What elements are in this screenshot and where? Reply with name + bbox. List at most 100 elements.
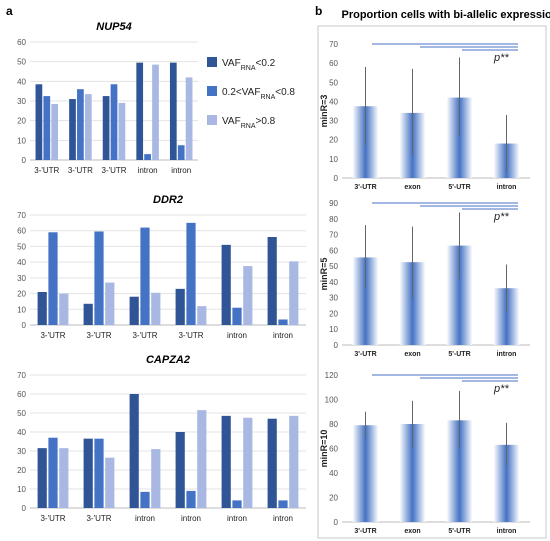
legend-swatch-1: [207, 57, 217, 67]
bar: [232, 500, 242, 508]
y-tick-label: 100: [325, 396, 339, 405]
legend-swatch-2: [207, 86, 217, 96]
x-category-label: 3-'UTR: [101, 166, 126, 175]
x-category-label: intron: [227, 331, 247, 340]
chart-title: NUP54: [96, 21, 131, 33]
chart-title: DDR2: [153, 194, 183, 206]
bar: [105, 282, 115, 325]
bar: [84, 94, 92, 160]
charts-layer: NUP54 0 10 20 30 40 50 60 3-'UTR 3-'UTR 3-'UTR intr…: [17, 21, 547, 539]
y-tick-label: 10: [329, 155, 338, 164]
x-category-label: intron: [181, 514, 201, 523]
y-tick-label: 0: [22, 504, 27, 513]
bar: [59, 293, 69, 325]
x-category-label: 3'-UTR: [354, 528, 376, 535]
x-category-label: 3'-UTR: [354, 184, 376, 191]
y-tick-label: 70: [329, 231, 338, 240]
y-tick-label: 10: [329, 325, 338, 334]
left-chart-1: NUP54 0 10 20 30 40 50 60 3-'UTR 3-'UTR 3-'UTR intr…: [17, 21, 198, 175]
x-category-label: exon: [404, 184, 420, 191]
y-tick-label: 10: [17, 136, 26, 145]
right-panel-title: Proportion cells with bi-allelic express…: [342, 9, 550, 21]
y-tick-label: 70: [17, 211, 26, 220]
bar: [102, 96, 110, 160]
bar: [129, 394, 139, 508]
legend-2-suffix: <0.8: [275, 87, 295, 98]
y-tick-label: 30: [17, 274, 26, 283]
y-tick-label: 60: [17, 38, 26, 47]
bar: [289, 261, 299, 325]
legend-1-suffix: <0.2: [256, 58, 276, 69]
x-category-label: 3-'UTR: [40, 331, 65, 340]
bar: [37, 292, 47, 325]
p-value-label: p**: [493, 52, 509, 64]
y-tick-label: 30: [329, 294, 338, 303]
y-tick-label: 30: [17, 447, 26, 456]
y-tick-label: 120: [325, 371, 339, 380]
legend-label-1: VAFRNA<0.2: [222, 58, 276, 72]
bar: [43, 96, 51, 160]
x-category-label: intron: [138, 166, 158, 175]
y-axis-label: minR=10: [319, 430, 329, 468]
legend-2-sub: RNA: [260, 94, 275, 101]
bar: [59, 448, 69, 508]
right-chart-2: 0 10 20 30 40 50 60 70 80 90 minR=5 p** 3'-UTR exon 5'…: [319, 199, 530, 358]
bar: [48, 232, 58, 325]
bar: [186, 222, 196, 325]
bar: [94, 438, 104, 508]
y-tick-label: 30: [17, 97, 26, 106]
legend-label-3: VAFRNA>0.8: [222, 116, 276, 130]
bar: [35, 84, 43, 160]
left-chart-2: DDR2 0 10 20 30 40 50 60 70 3-'UTR 3-'UTR 3-'UTR 3-'…: [17, 194, 306, 340]
y-tick-label: 30: [329, 117, 338, 126]
bar: [175, 288, 185, 325]
bar: [197, 410, 207, 508]
bar: [185, 77, 193, 160]
y-tick-label: 20: [329, 309, 338, 318]
panel-label-a: a: [6, 4, 13, 18]
x-category-label: 5'-UTR: [448, 351, 470, 358]
panel-label-b: b: [315, 4, 322, 18]
x-category-label: 3-'UTR: [40, 514, 65, 523]
y-tick-label: 0: [334, 341, 339, 350]
legend-1-prefix: VAF: [222, 58, 241, 69]
bar: [278, 319, 288, 325]
y-tick-label: 20: [329, 136, 338, 145]
bar: [83, 303, 93, 325]
y-tick-label: 20: [17, 117, 26, 126]
y-tick-label: 0: [334, 518, 339, 527]
y-tick-label: 70: [17, 371, 26, 380]
bar: [169, 62, 177, 160]
y-tick-label: 90: [329, 199, 338, 208]
y-tick-label: 50: [17, 58, 26, 67]
y-tick-label: 50: [329, 78, 338, 87]
p-value-label: p**: [493, 211, 509, 223]
x-category-label: 3-'UTR: [68, 166, 93, 175]
y-tick-label: 40: [329, 278, 338, 287]
y-axis-label: minR=3: [319, 95, 329, 128]
p-value-label: p**: [493, 383, 509, 395]
x-category-label: intron: [171, 166, 191, 175]
bar: [37, 448, 47, 508]
bar: [267, 418, 277, 508]
y-tick-label: 60: [329, 246, 338, 255]
bar: [175, 432, 185, 508]
bar: [186, 490, 196, 508]
right-chart-3: 0 20 40 60 80 100 120 minR=10 p** 3'-UTR exon 5'-UT…: [319, 371, 530, 535]
legend-label-2: 0.2<VAFRNA<0.8: [222, 87, 295, 101]
x-category-label: exon: [404, 351, 420, 358]
bar: [48, 437, 58, 508]
bar: [152, 64, 159, 160]
bar: [267, 237, 277, 325]
bar: [140, 227, 150, 325]
x-category-label: 3'-UTR: [354, 351, 376, 358]
bar: [136, 62, 144, 160]
y-tick-label: 20: [17, 466, 26, 475]
x-category-label: 5'-UTR: [448, 184, 470, 191]
x-category-label: intron: [273, 514, 293, 523]
y-tick-label: 80: [329, 215, 338, 224]
bar: [118, 102, 126, 160]
y-tick-label: 40: [329, 469, 338, 478]
x-category-label: 3-'UTR: [86, 331, 111, 340]
